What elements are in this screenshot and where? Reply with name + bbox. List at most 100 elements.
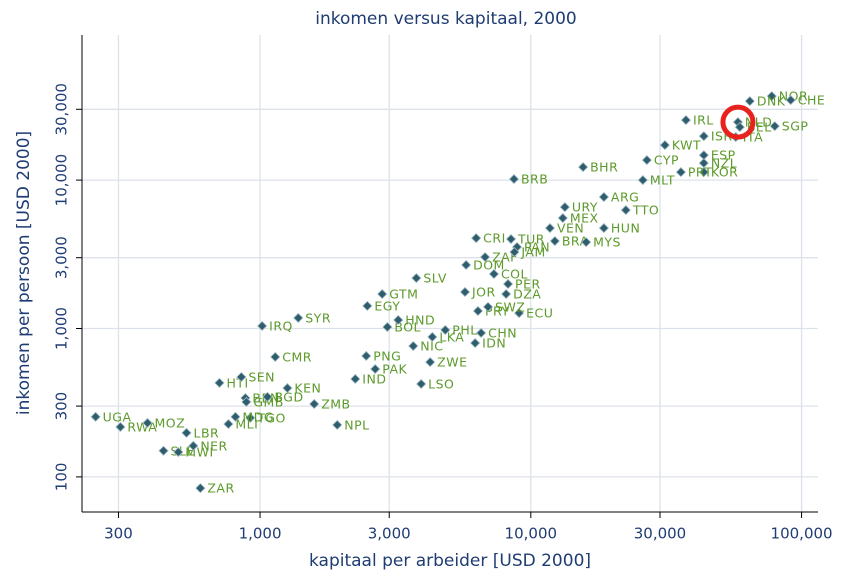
point bbox=[370, 363, 381, 375]
point bbox=[505, 233, 517, 245]
point bbox=[382, 321, 393, 333]
point bbox=[245, 412, 256, 423]
point bbox=[270, 351, 281, 363]
point-label: NPL bbox=[344, 417, 369, 432]
y-tick-label: 300 bbox=[53, 392, 71, 421]
point-label: MLI bbox=[235, 417, 258, 432]
point bbox=[181, 427, 192, 438]
point-label: HUN bbox=[611, 221, 640, 236]
point-label: NIC bbox=[420, 339, 443, 354]
point-label: DZA bbox=[513, 287, 541, 302]
y-tick-label: 1,000 bbox=[53, 307, 71, 350]
point bbox=[698, 167, 709, 178]
point-label: NZL bbox=[711, 156, 737, 171]
y-tick-label: 100 bbox=[53, 463, 71, 492]
chart-title: inkomen versus kapitaal, 2000 bbox=[315, 9, 577, 29]
point bbox=[641, 155, 652, 166]
point-label: BGD bbox=[274, 389, 303, 404]
point-label: MOZ bbox=[154, 415, 185, 430]
point bbox=[766, 91, 777, 102]
point bbox=[408, 340, 419, 352]
point bbox=[236, 371, 247, 383]
point-label: CHE bbox=[798, 93, 826, 108]
point bbox=[393, 314, 404, 326]
point-label: SLV bbox=[423, 271, 447, 286]
point-label: SYR bbox=[305, 310, 331, 325]
point-label: ZMB bbox=[321, 396, 350, 411]
point-label: JOR bbox=[471, 284, 496, 299]
point bbox=[514, 308, 525, 319]
point bbox=[282, 382, 293, 394]
point-label: PAN bbox=[524, 240, 550, 255]
point bbox=[549, 235, 560, 247]
point-label: MEX bbox=[570, 211, 599, 226]
point bbox=[557, 212, 568, 224]
point bbox=[578, 162, 589, 173]
point bbox=[361, 350, 372, 362]
point-label: GTM bbox=[389, 287, 418, 302]
x-axis-label: kapitaal per arbeider [USD 2000] bbox=[309, 551, 591, 571]
point-label: URY bbox=[572, 200, 598, 215]
point bbox=[659, 140, 670, 151]
point-label: CHN bbox=[488, 325, 517, 340]
point-label: IDN bbox=[482, 336, 506, 351]
point-label: HND bbox=[405, 312, 435, 327]
y-tick-label: 3,000 bbox=[53, 236, 71, 279]
point bbox=[309, 398, 320, 410]
point bbox=[257, 320, 268, 332]
point-label: RWA bbox=[127, 419, 157, 434]
point bbox=[470, 337, 481, 349]
point-label: KWT bbox=[672, 138, 701, 153]
point-label: IRL bbox=[693, 113, 714, 128]
point bbox=[581, 237, 592, 248]
point-label: KOR bbox=[711, 165, 739, 180]
point-label: JAM bbox=[520, 245, 545, 260]
point bbox=[488, 268, 500, 280]
y-tick-label: 10,000 bbox=[53, 154, 71, 207]
point-label: MLT bbox=[650, 173, 675, 188]
point-label: VEN bbox=[557, 221, 584, 236]
point-label: MYS bbox=[593, 235, 621, 250]
point-label: LBR bbox=[193, 425, 219, 440]
point bbox=[744, 96, 755, 107]
point bbox=[476, 327, 487, 339]
point-label: MDG bbox=[242, 409, 274, 424]
point-label: SWZ bbox=[495, 299, 525, 314]
point-label: KEN bbox=[294, 381, 321, 396]
point-label: NER bbox=[200, 438, 227, 453]
point bbox=[195, 483, 206, 494]
x-tick-label: 3,000 bbox=[368, 525, 411, 543]
x-tick-label: 100,000 bbox=[771, 525, 833, 543]
point bbox=[620, 205, 631, 216]
point-label: EGY bbox=[374, 298, 400, 313]
point bbox=[440, 324, 451, 336]
point bbox=[502, 278, 514, 290]
highlight-ring bbox=[720, 104, 756, 140]
point bbox=[461, 259, 472, 271]
point-label: TGO bbox=[256, 410, 286, 425]
point-label: DOM bbox=[473, 257, 505, 272]
point-label: BOL bbox=[394, 320, 421, 335]
y-tick-label: 30,000 bbox=[53, 83, 71, 135]
point bbox=[425, 356, 436, 368]
point-label: TTO bbox=[632, 203, 659, 218]
point-label: ARG bbox=[611, 190, 639, 205]
point-label: CMR bbox=[282, 349, 312, 364]
point bbox=[698, 158, 709, 169]
point bbox=[377, 288, 388, 300]
point-label: IRQ bbox=[269, 318, 293, 333]
point bbox=[427, 331, 438, 343]
point-label: UGA bbox=[103, 409, 132, 424]
point bbox=[598, 223, 609, 234]
point-label: ZWE bbox=[437, 355, 467, 370]
point-label: CRI bbox=[483, 231, 506, 246]
point-label: COL bbox=[501, 266, 528, 281]
point bbox=[544, 223, 556, 234]
point-label: BHR bbox=[590, 160, 618, 175]
point bbox=[142, 417, 153, 428]
point-label: PER bbox=[515, 276, 541, 291]
x-tick-label: 10,000 bbox=[505, 525, 558, 543]
point bbox=[223, 418, 234, 430]
point bbox=[509, 246, 520, 258]
point bbox=[241, 396, 252, 407]
